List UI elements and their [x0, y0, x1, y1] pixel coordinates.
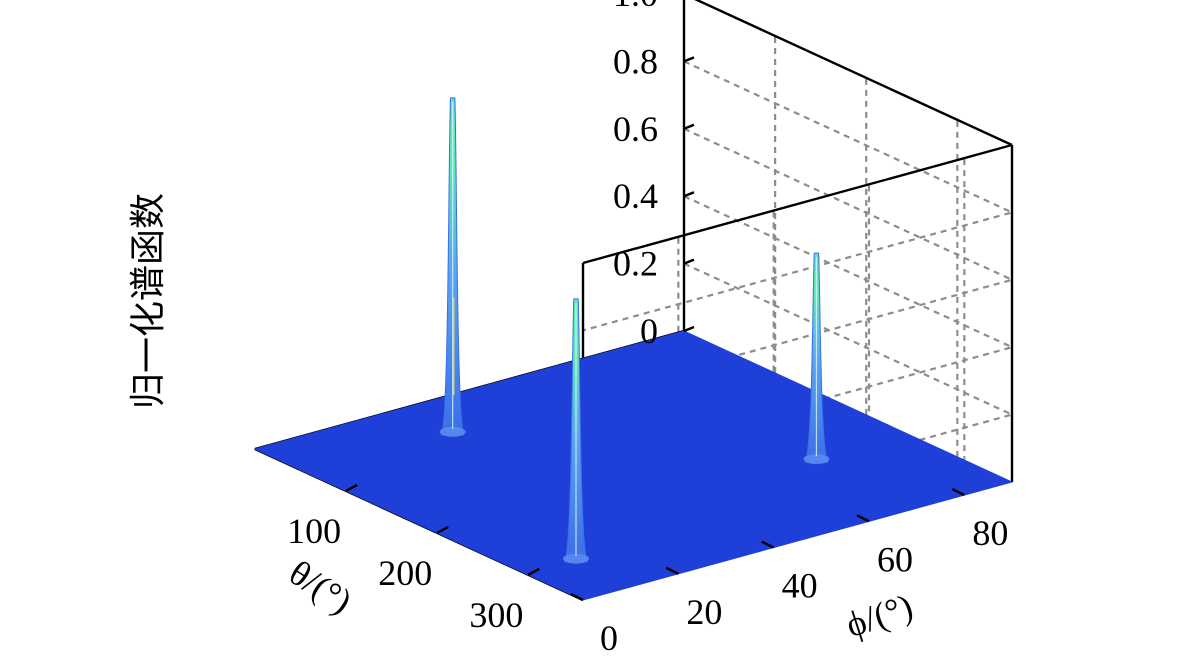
tick-mark	[683, 191, 695, 198]
tick-mark	[683, 258, 695, 265]
box-edge	[694, 0, 1013, 147]
tick-mark	[570, 592, 584, 602]
tick-mark	[683, 325, 695, 333]
z-tick-label: 0.8	[613, 41, 658, 81]
x-tick-label: 200	[378, 553, 432, 593]
x-tick-label: 300	[469, 595, 523, 635]
y-axis-label: ϕ/(°)	[841, 586, 917, 645]
tick-mark	[436, 525, 449, 534]
y-tick-label: 60	[877, 539, 913, 579]
peak-base	[803, 454, 830, 465]
z-tick-label: 1.0	[613, 0, 658, 14]
y-tick-label: 0	[600, 618, 618, 656]
z-tick-label: 0.6	[613, 109, 658, 149]
tick-mark	[683, 123, 695, 130]
y-tick-label: 40	[782, 566, 818, 606]
x-tick-label: 100	[287, 511, 341, 551]
peak-base	[439, 426, 466, 437]
tick-mark	[345, 483, 358, 492]
x-axis-label: θ/(°)	[282, 552, 359, 621]
box-edge	[582, 143, 1013, 265]
z-tick-label: 0.4	[613, 176, 658, 216]
tick-mark	[683, 56, 695, 63]
z-axis-label: 归一化谱函数	[128, 193, 169, 409]
y-tick-label: 20	[686, 592, 722, 632]
peaks-layer	[439, 97, 830, 564]
tick-mark	[951, 488, 965, 497]
y-tick-label: 80	[972, 513, 1008, 553]
tick-mark	[761, 540, 775, 549]
tick-mark	[856, 514, 870, 523]
tick-layer: 0 0.2 0.4 0.6 0.8 1.0 100 200 300 0 20 40 60 80	[287, 0, 1008, 656]
tick-mark	[527, 567, 540, 576]
peak-base	[563, 553, 589, 564]
z-tick-label: 0	[640, 311, 658, 351]
surface-floor-plane	[253, 330, 1014, 601]
z-tick-label: 0.2	[613, 244, 658, 284]
tick-mark	[665, 566, 679, 575]
surface-floor	[253, 330, 1014, 601]
